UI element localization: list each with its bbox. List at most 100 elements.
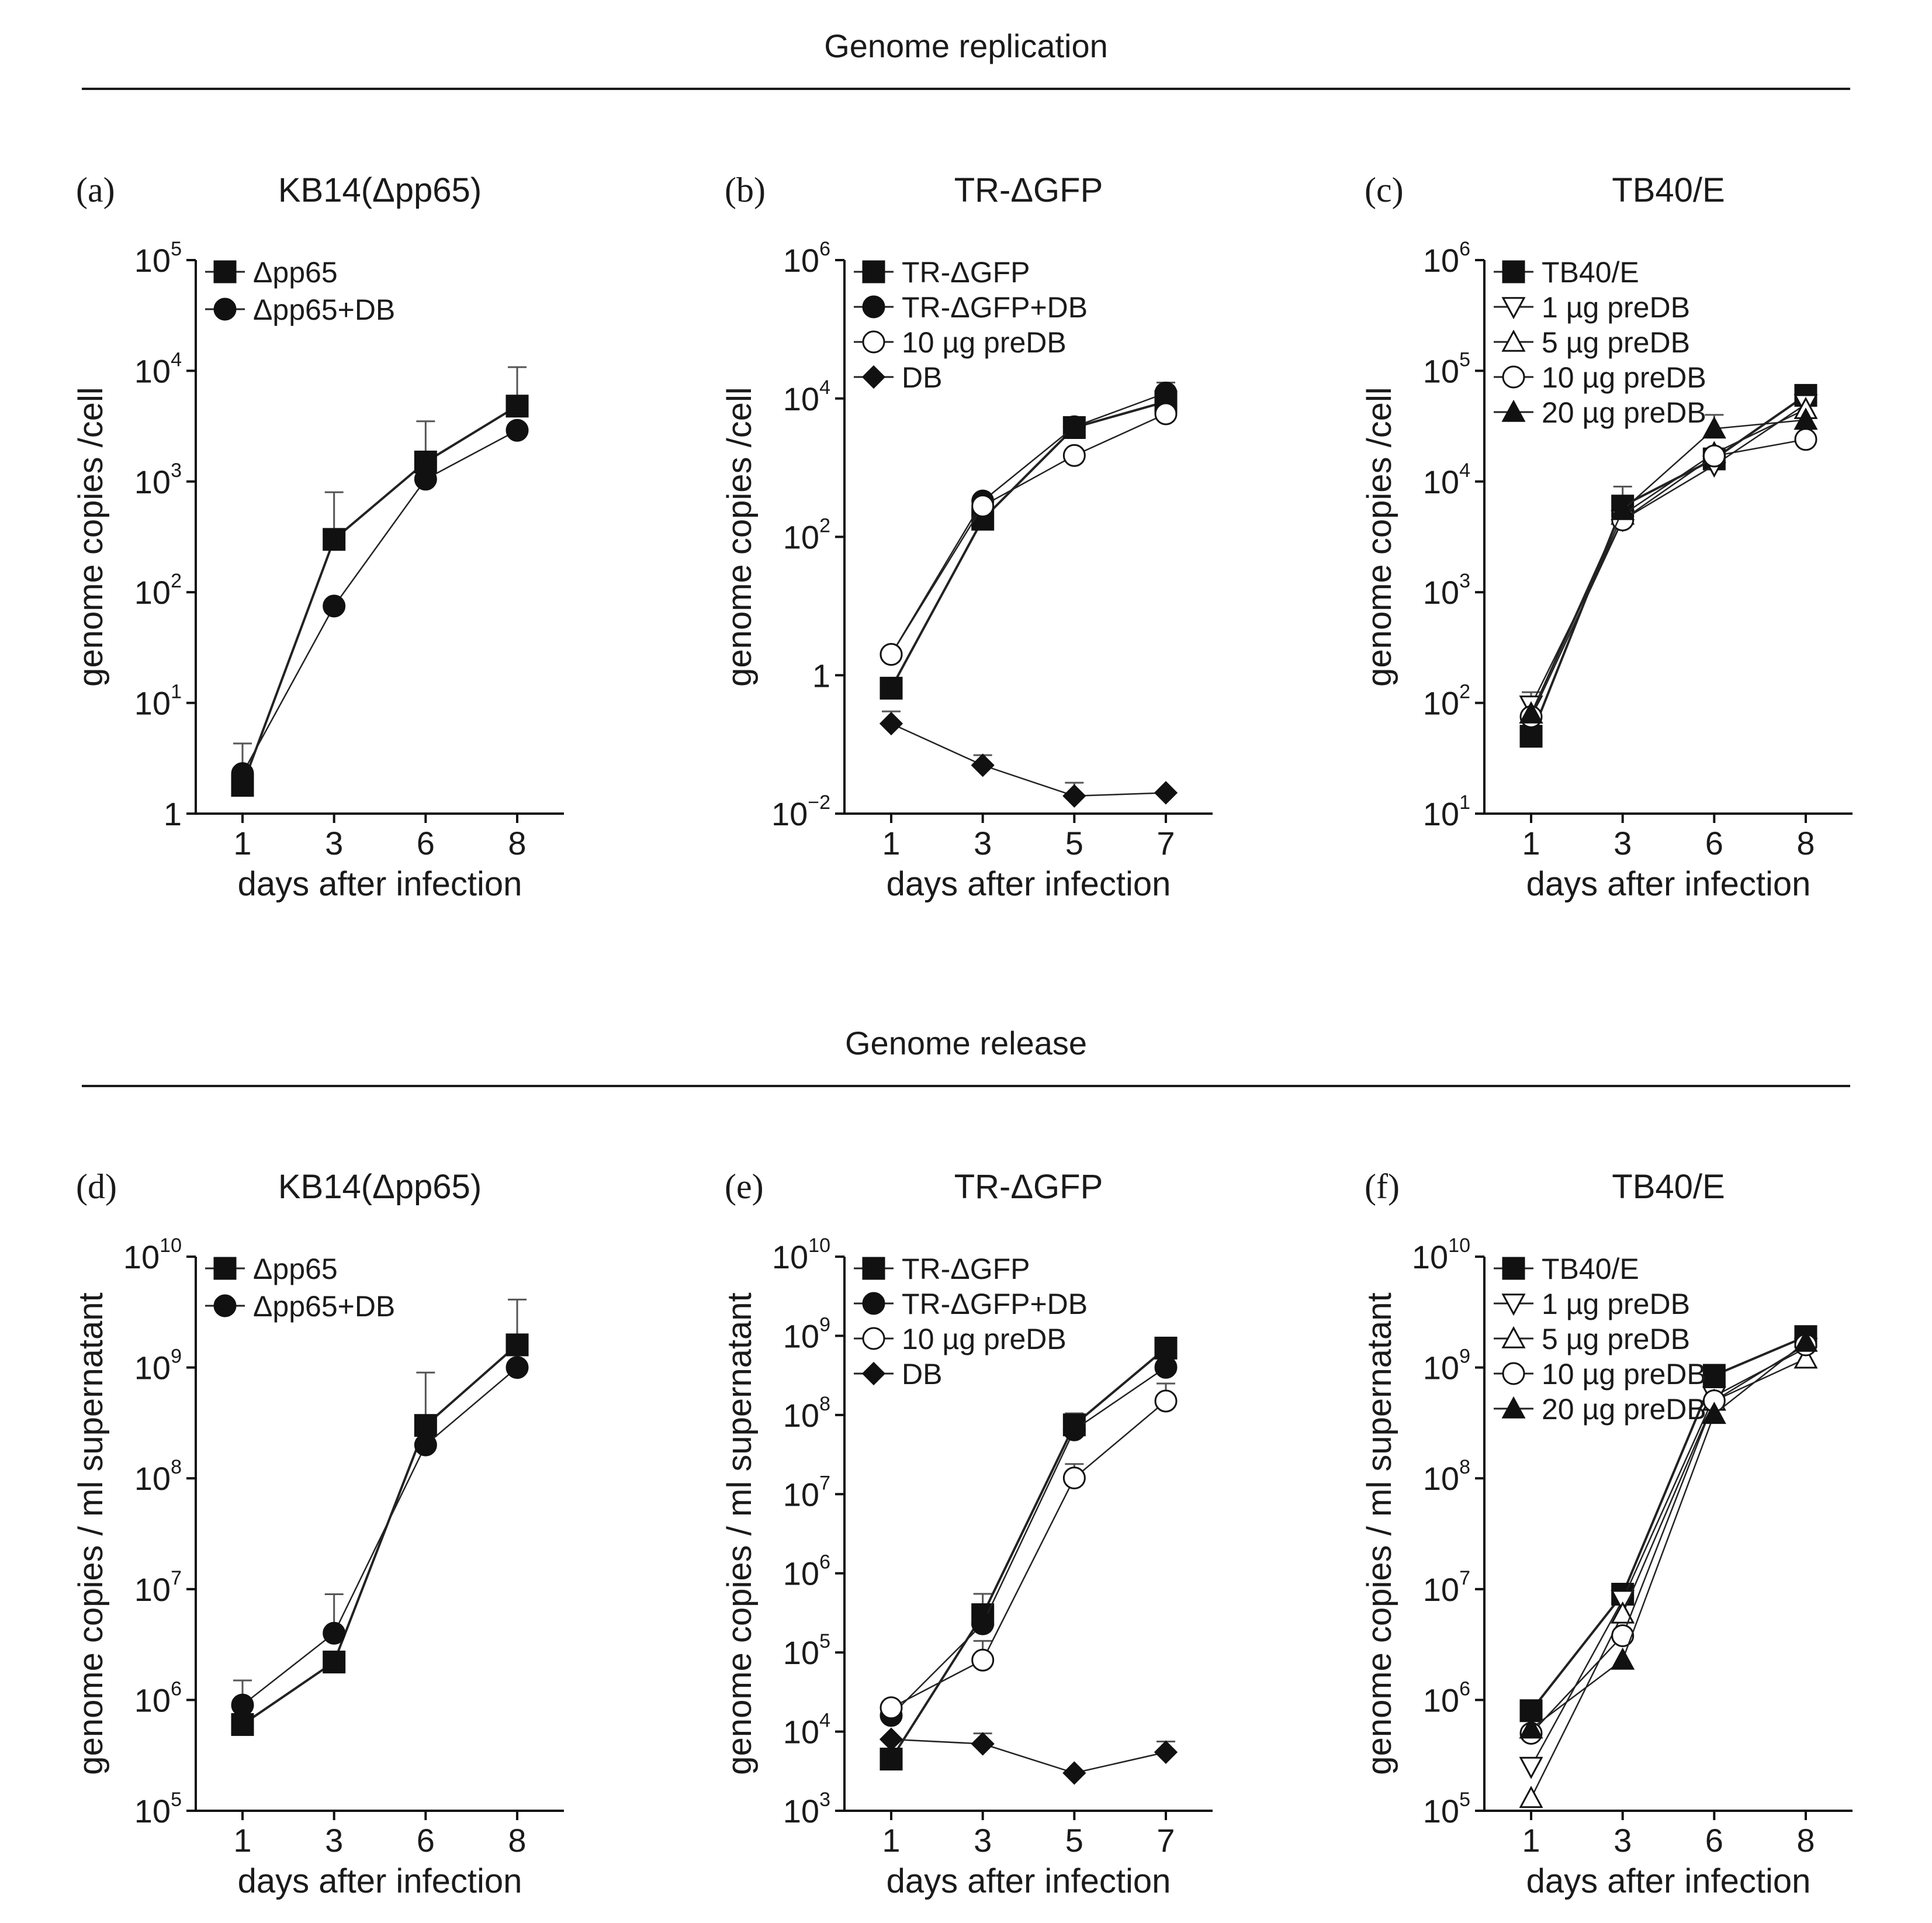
- data-point: [323, 1621, 346, 1645]
- legend-label: Δpp65+DB: [253, 1290, 395, 1323]
- x-tick-label: 1: [233, 825, 251, 862]
- legend-marker: [861, 1361, 886, 1386]
- data-point: [880, 1696, 903, 1720]
- data-point: [1702, 444, 1726, 468]
- x-tick-label: 3: [325, 1822, 343, 1859]
- y-tick-label: 105: [783, 1630, 830, 1671]
- chart-title: KB14(Δpp65): [278, 1168, 482, 1206]
- x-tick-label: 1: [882, 825, 900, 862]
- data-point: [414, 468, 437, 491]
- legend-label: Δpp65+DB: [253, 293, 395, 326]
- series-line: [890, 413, 1166, 655]
- data-point: [323, 528, 346, 551]
- y-tick-label: 109: [783, 1313, 830, 1354]
- section-title-replication: Genome replication: [824, 27, 1108, 64]
- legend-label: 5 µg preDB: [1542, 1323, 1690, 1355]
- data-point: [1519, 701, 1543, 724]
- legend-marker: [1501, 1326, 1526, 1348]
- series-line: [1530, 1358, 1806, 1799]
- y-tick-label: 106: [783, 238, 830, 279]
- data-point: [1154, 1740, 1178, 1764]
- series: [879, 710, 1178, 808]
- data-point: [1611, 1601, 1635, 1624]
- y-tick-label: 107: [134, 1567, 182, 1608]
- data-point: [1154, 381, 1178, 404]
- series-line: [1530, 408, 1806, 714]
- panel-label: (e): [725, 1167, 764, 1206]
- section-replication: Genome replication: [82, 27, 1850, 90]
- series: [231, 1356, 529, 1717]
- y-tick-label: 103: [134, 459, 182, 500]
- data-point: [880, 676, 903, 700]
- x-tick-label: 8: [1796, 1822, 1815, 1859]
- series: [1519, 1329, 1818, 1739]
- x-tick-label: 1: [233, 1822, 251, 1859]
- data-point: [414, 1414, 437, 1437]
- data-point: [1154, 1389, 1178, 1413]
- y-tick-label: 107: [783, 1472, 830, 1513]
- y-tick-label: 10−2: [771, 791, 830, 832]
- x-tick-label: 3: [1614, 825, 1632, 862]
- series-line: [891, 1738, 1166, 1774]
- series: [880, 1382, 1178, 1720]
- x-axis-label: days after infection: [1526, 865, 1811, 903]
- data-point: [1154, 1336, 1178, 1360]
- y-tick-label: 105: [1423, 1789, 1470, 1829]
- legend-label: 1 µg preDB: [1542, 1288, 1690, 1320]
- series: [1519, 428, 1817, 728]
- series-line: [1530, 403, 1806, 706]
- legend-label: 20 µg preDB: [1542, 396, 1706, 429]
- section-title-release: Genome release: [845, 1025, 1087, 1061]
- legend-marker: [862, 1292, 885, 1315]
- y-tick-label: 102: [134, 570, 182, 611]
- x-tick-label: 3: [325, 825, 343, 862]
- data-point: [505, 1333, 529, 1357]
- series: [879, 1727, 1178, 1785]
- y-tick-label: 105: [134, 1789, 182, 1829]
- series-line: [891, 722, 1166, 797]
- panel-label: (a): [76, 171, 115, 209]
- data-point: [505, 395, 529, 418]
- x-tick-label: 3: [1614, 1822, 1632, 1859]
- x-tick-label: 5: [1065, 1822, 1083, 1859]
- series: [231, 1298, 529, 1736]
- legend-label: TR-ΔGFP+DB: [902, 1288, 1088, 1320]
- chart-title: KB14(Δpp65): [278, 171, 482, 209]
- legend-label: 1 µg preDB: [1542, 291, 1690, 324]
- y-tick-label: 106: [1423, 1678, 1470, 1718]
- legend-marker: [1501, 1396, 1526, 1419]
- x-axis-label: days after infection: [1526, 1862, 1811, 1900]
- legend-label: Δpp65: [253, 1253, 338, 1285]
- series: [880, 390, 1178, 700]
- legend-label: 10 µg preDB: [902, 1323, 1067, 1355]
- series-line: [1530, 419, 1806, 714]
- y-tick-label: 103: [783, 1789, 830, 1829]
- y-tick-label: 101: [134, 681, 182, 722]
- data-point: [1154, 402, 1178, 426]
- x-tick-label: 3: [974, 825, 992, 862]
- legend-marker: [1501, 1293, 1526, 1316]
- series: [231, 366, 529, 797]
- series-line: [890, 392, 1166, 655]
- series: [880, 1336, 1178, 1771]
- y-axis-label: genome copies /cell: [1360, 387, 1398, 687]
- x-tick-label: 1: [1522, 825, 1540, 862]
- data-point: [505, 1356, 529, 1379]
- x-tick-label: 1: [1522, 1822, 1540, 1859]
- data-point: [880, 643, 903, 666]
- data-point: [1793, 407, 1818, 430]
- data-point: [1062, 444, 1086, 467]
- y-tick-label: 103: [1423, 570, 1470, 611]
- y-tick-label: 106: [134, 1678, 182, 1718]
- series-line: [1530, 438, 1806, 717]
- legend-marker: [1501, 329, 1526, 352]
- data-point: [1062, 1467, 1086, 1490]
- y-tick-label: 104: [783, 376, 830, 417]
- section-release: Genome release: [82, 1025, 1850, 1087]
- series: [1519, 383, 1817, 748]
- legend-marker: [861, 365, 886, 389]
- legend-marker: [862, 1257, 885, 1280]
- data-point: [1062, 1418, 1086, 1441]
- data-point: [1154, 1355, 1178, 1379]
